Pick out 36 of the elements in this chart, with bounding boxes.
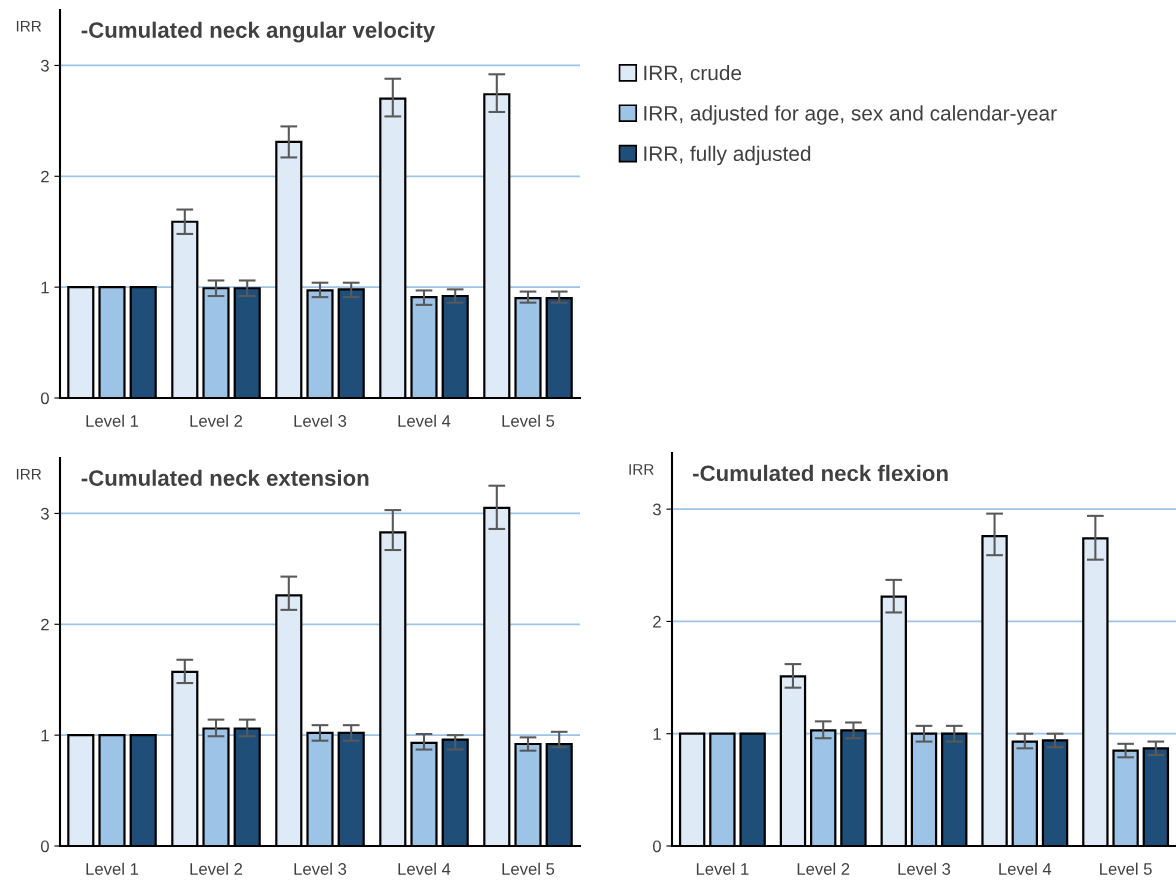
legend-label: IRR, adjusted for age, sex and calendar-year <box>644 105 1057 125</box>
x-tick-label: Level 1 <box>86 414 139 427</box>
y-tick-label: 0 <box>40 392 49 405</box>
y-tick-label: 2 <box>41 170 49 183</box>
x-tick-label: Level 4 <box>999 862 1052 875</box>
x-tick-label: Level 4 <box>398 862 451 875</box>
legend-label: IRR, crude <box>644 65 742 83</box>
x-tick-label: Level 5 <box>502 414 555 427</box>
y-tick-label: 0 <box>652 840 661 853</box>
x-tick-label: Level 1 <box>696 862 749 875</box>
y-tick-label: 3 <box>40 59 49 72</box>
y-tick-label: 2 <box>41 618 49 631</box>
y-axis-title: IRR <box>16 468 42 480</box>
y-axis-title: IRR <box>629 464 654 475</box>
x-tick-label: Level 5 <box>502 862 555 875</box>
x-tick-label: Level 4 <box>398 414 451 427</box>
y-tick-label: 2 <box>653 615 661 628</box>
y-tick-label: 0 <box>40 840 49 853</box>
y-tick-label: 3 <box>652 503 661 516</box>
x-tick-label: Level 1 <box>86 862 139 875</box>
chart-title: -Cumulated neck extension <box>81 469 369 486</box>
x-tick-label: Level 5 <box>1100 862 1152 875</box>
y-axis-title: IRR <box>16 20 42 32</box>
x-tick-label: Level 3 <box>898 862 951 875</box>
y-tick-label: 1 <box>653 728 661 740</box>
y-tick-label: 1 <box>41 281 49 294</box>
x-tick-label: Level 3 <box>294 414 347 427</box>
y-tick-label: 3 <box>40 507 49 520</box>
legend-label: IRR, fully adjusted <box>644 145 811 166</box>
chart-title: -Cumulated neck angular velocity <box>81 21 436 43</box>
x-tick-label: Level 3 <box>294 862 347 875</box>
x-tick-label: Level 2 <box>797 862 850 875</box>
chart-title: -Cumulated neck flexion <box>693 464 948 482</box>
x-tick-label: Level 2 <box>190 862 243 875</box>
y-tick-label: 1 <box>41 729 49 742</box>
x-tick-label: Level 2 <box>190 414 243 427</box>
